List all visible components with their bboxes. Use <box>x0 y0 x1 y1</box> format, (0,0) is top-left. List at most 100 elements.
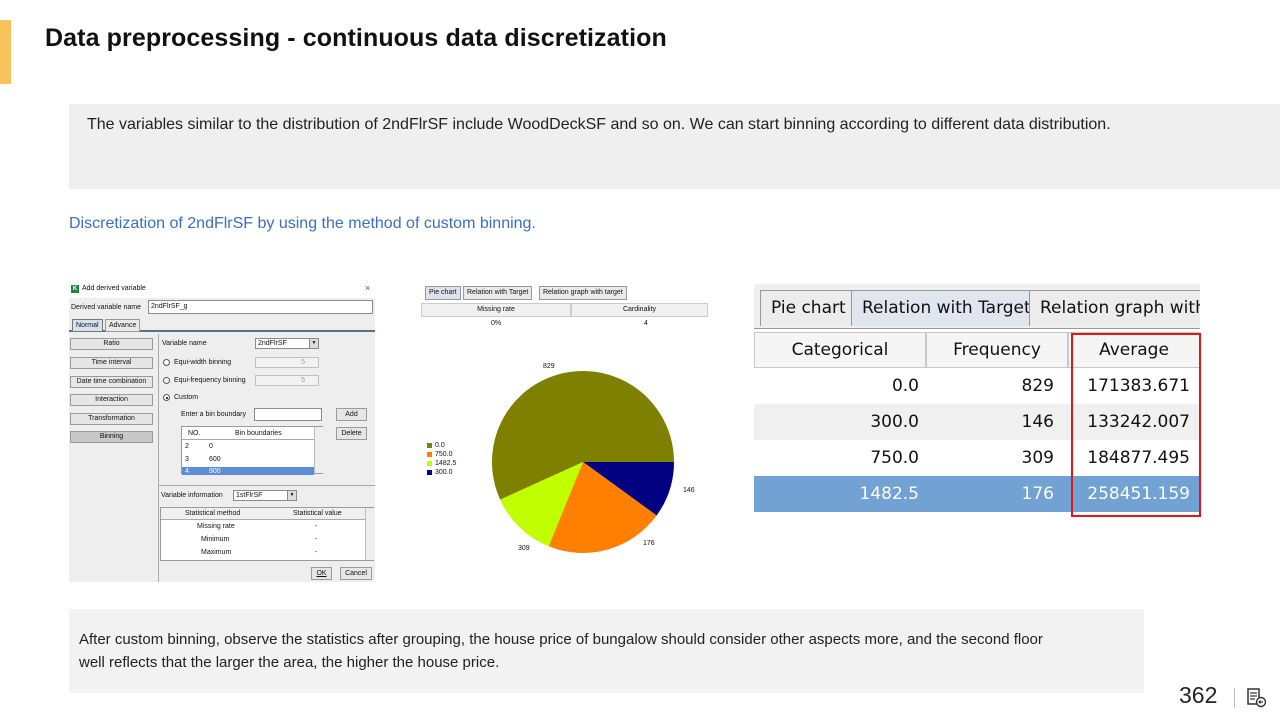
cell-frequency: 829 <box>1021 376 1054 396</box>
slice-label: 309 <box>518 545 530 552</box>
tab-advance[interactable]: Advance <box>105 319 141 332</box>
dialog-title: Add derived variable <box>82 285 146 292</box>
bins-header-boundaries: Bin boundaries <box>235 430 282 437</box>
header-cardinality: Cardinality <box>571 303 708 317</box>
pie-chart <box>492 371 674 553</box>
custom-radio[interactable] <box>163 394 170 401</box>
note-line: well reflects that the larger the area, … <box>79 654 500 671</box>
tab-pie-chart[interactable]: Pie chart <box>760 290 857 326</box>
equi-frequency-radio[interactable] <box>163 377 170 384</box>
delete-button[interactable]: Delete <box>336 427 367 440</box>
legend-item: 750.0 <box>427 451 453 458</box>
missing-rate-value: 0% <box>490 320 502 327</box>
bins-header-no: NO. <box>188 430 201 437</box>
return-icon[interactable] <box>1245 686 1267 708</box>
slice-label: 176 <box>643 540 655 547</box>
cell-average: 258451.159 <box>1087 484 1190 504</box>
equi-frequency-stepper[interactable]: 5 <box>255 375 319 386</box>
cell-category: 300.0 <box>870 412 919 432</box>
bin-no: 4 <box>185 468 189 475</box>
stats-table: Statistical method Statistical value Mis… <box>160 507 374 561</box>
equi-width-stepper[interactable]: 5 <box>255 357 319 368</box>
cell-category: 750.0 <box>870 448 919 468</box>
tab-pie-chart[interactable]: Pie chart <box>425 286 461 300</box>
binning-button[interactable]: Binning <box>70 431 153 443</box>
subheading: Discretization of 2ndFlrSF by using the … <box>69 215 536 232</box>
pie-slice <box>548 462 657 553</box>
header-frequency[interactable]: Frequency <box>926 332 1068 368</box>
dialog-titlebar <box>69 282 375 298</box>
slice-label: 146 <box>683 487 695 494</box>
table-row[interactable]: 0.0 829 171383.671 <box>754 368 1200 404</box>
transformation-button[interactable]: Transformation <box>70 413 153 425</box>
bin-boundary: 600 <box>209 456 221 463</box>
variable-name-label: Variable name <box>162 340 207 347</box>
tab-relation-with-target[interactable]: Relation with Target <box>851 290 1042 326</box>
bin-no: 2 <box>185 443 189 450</box>
note-line: After custom binning, observe the statis… <box>79 631 1043 648</box>
header-average[interactable]: Average <box>1068 332 1200 368</box>
bin-boundary-input[interactable] <box>254 408 322 421</box>
slice-label: 829 <box>543 363 555 370</box>
chevron-down-icon: ▼ <box>309 339 318 348</box>
pie-chart-panel: Pie chart Relation with Target Relation … <box>421 284 708 570</box>
chevron-down-icon: ▼ <box>287 491 296 500</box>
custom-label: Custom <box>174 394 199 401</box>
bins-table: NO. Bin boundaries 2 0 3 600 4 900 <box>181 426 323 475</box>
equi-frequency-label: Equi-frequency binning <box>174 377 246 384</box>
cancel-button[interactable]: Cancel <box>340 567 372 580</box>
scrollbar[interactable] <box>365 508 374 560</box>
page-title: Data preprocessing - continuous data dis… <box>45 24 667 52</box>
page-separator <box>1234 688 1235 708</box>
date-time-combination-button[interactable]: Date time combination <box>70 376 153 388</box>
average-column-highlight <box>1071 333 1201 517</box>
table-row[interactable]: 750.0 309 184877.495 <box>754 440 1200 476</box>
header-categorical-variable[interactable]: Categorical variable <box>754 332 926 394</box>
interaction-button[interactable]: Interaction <box>70 394 153 406</box>
add-derived-variable-dialog: K Add derived variable × Derived variabl… <box>69 282 375 582</box>
cell-frequency: 176 <box>1021 484 1054 504</box>
derived-name-input[interactable]: 2ndFlrSF_g <box>148 300 373 314</box>
time-interval-button[interactable]: Time interval <box>70 357 153 369</box>
tab-normal[interactable]: Normal <box>72 319 103 332</box>
cell-average: 133242.007 <box>1087 412 1190 432</box>
stat-method: Maximum <box>201 549 232 556</box>
cell-frequency: 146 <box>1021 412 1054 432</box>
equi-width-radio[interactable] <box>163 359 170 366</box>
cell-category: 1482.5 <box>859 484 919 504</box>
header-missing-rate: Missing rate <box>421 303 571 317</box>
section-divider <box>158 485 375 486</box>
stats-header-value: Statistical value <box>293 510 342 517</box>
variable-name-select[interactable]: 2ndFlrSF ▼ <box>255 338 319 349</box>
stats-header-method: Statistical method <box>185 510 241 517</box>
legend-item: 1482.5 <box>427 460 456 467</box>
pie-slice <box>500 462 583 547</box>
add-button[interactable]: Add <box>336 408 367 421</box>
table-row[interactable]: 300.0 146 133242.007 <box>754 404 1200 440</box>
bin-boundary: 900 <box>209 468 221 475</box>
stat-method: Minimum <box>201 536 230 543</box>
derived-name-label: Derived variable name <box>71 304 142 311</box>
cell-average: 184877.495 <box>1087 448 1190 468</box>
cell-average: 171383.671 <box>1087 376 1190 396</box>
scrollbar[interactable] <box>314 427 323 473</box>
page-number: 362 <box>1179 682 1218 708</box>
tab-relation-with-target[interactable]: Relation with Target <box>463 286 533 300</box>
close-icon[interactable]: × <box>365 283 371 293</box>
bin-boundary-label: Enter a bin boundary <box>181 411 246 418</box>
description-text: The variables similar to the distributio… <box>87 116 1111 133</box>
cell-frequency: 309 <box>1021 448 1054 468</box>
app-logo-icon: K <box>71 285 79 293</box>
table-row-selected[interactable]: 1482.5 176 258451.159 <box>754 476 1200 512</box>
ratio-button[interactable]: Ratio <box>70 338 153 350</box>
cell-category: 0.0 <box>891 376 919 396</box>
tab-relation-graph[interactable]: Relation graph with target <box>539 286 627 300</box>
tab-relation-graph[interactable]: Relation graph with t <box>1029 290 1200 326</box>
cardinality-value: 4 <box>644 320 648 327</box>
table-row-selected[interactable]: 4 900 <box>182 467 314 475</box>
bin-no: 3 <box>185 456 189 463</box>
description-box: The variables similar to the distributio… <box>69 104 1280 189</box>
variable-info-select[interactable]: 1stFlrSF ▼ <box>233 490 297 501</box>
pie-slice <box>492 371 674 500</box>
ok-button[interactable]: OK <box>311 567 332 580</box>
